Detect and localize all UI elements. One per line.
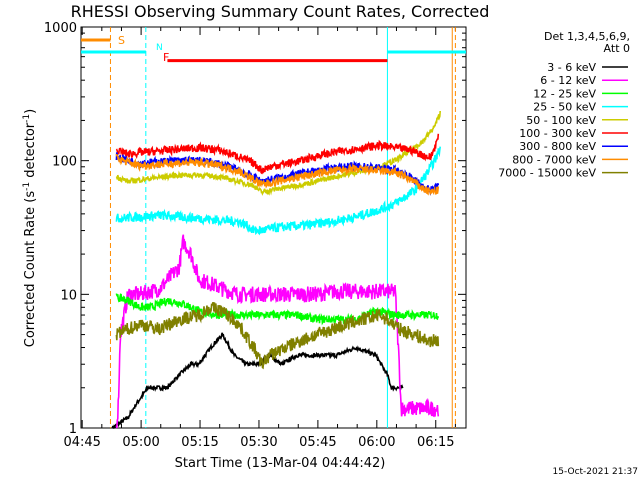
- x-tick-label: 04:45: [63, 435, 100, 450]
- x-tick-label: 06:15: [417, 435, 454, 450]
- legend-header-line1: Det 1,3,4,5,6,9,: [544, 30, 630, 43]
- series-line: [115, 293, 440, 326]
- series-line: [111, 332, 404, 429]
- series-50-100-kev: [115, 110, 441, 196]
- legend-label: 6 - 12 keV: [540, 74, 596, 87]
- x-tick-label: 05:45: [299, 435, 336, 450]
- series-line: [115, 146, 441, 236]
- series-800-7000-kev: [115, 153, 440, 196]
- x-axis-label: Start Time (13-Mar-04 04:44:42): [175, 456, 386, 471]
- legend-label: 7000 - 15000 keV: [498, 167, 596, 180]
- flag-marker-f: F: [163, 51, 169, 64]
- y-tick-label: 1000: [44, 21, 77, 36]
- plot-frame: [80, 26, 467, 429]
- x-tick-label: 05:30: [240, 435, 277, 450]
- timestamp: 15-Oct-2021 21:37: [553, 467, 638, 477]
- series-line: [115, 110, 441, 196]
- series-line: [115, 234, 440, 429]
- legend-label: 800 - 7000 keV: [512, 153, 596, 166]
- series-line: [115, 301, 440, 370]
- x-tick-label: 05:15: [181, 435, 218, 450]
- flag-marker-n: N: [156, 43, 163, 53]
- legend-label: 12 - 25 keV: [533, 87, 596, 100]
- x-tick-label: 05:00: [122, 435, 159, 450]
- y-axis-label: Corrected Count Rate (s-1 detector-1): [22, 109, 38, 347]
- flag-marker-s: S: [118, 34, 125, 47]
- series-25-50-kev: [115, 146, 441, 236]
- legend-label: 3 - 6 keV: [547, 61, 596, 74]
- x-tick-label: 06:00: [358, 435, 395, 450]
- y-tick-label: 10: [60, 288, 77, 303]
- legend-label: 50 - 100 keV: [526, 114, 596, 127]
- series-line: [115, 153, 440, 196]
- plot-area: 1 10 100 1000 04:45 05:00 05:15 05:30 05:45 06:00…: [44, 21, 467, 450]
- series-100-300-kev: [115, 133, 440, 175]
- series-7000-15000-kev: [115, 301, 440, 370]
- legend-label: 300 - 800 keV: [519, 140, 596, 153]
- legend-label: 100 - 300 keV: [519, 127, 596, 140]
- y-tick-label: 1: [69, 422, 77, 437]
- chart-title: RHESSI Observing Summary Count Rates, Co…: [71, 2, 490, 21]
- y-tick-label: 100: [52, 155, 77, 170]
- series-12-25-kev: [115, 293, 440, 326]
- series-3-6-kev: [111, 332, 404, 429]
- legend-header-line2: Att 0: [604, 42, 630, 55]
- legend-label: 25 - 50 keV: [533, 101, 596, 114]
- series-line: [115, 133, 440, 175]
- series-6-12-kev: [115, 234, 440, 429]
